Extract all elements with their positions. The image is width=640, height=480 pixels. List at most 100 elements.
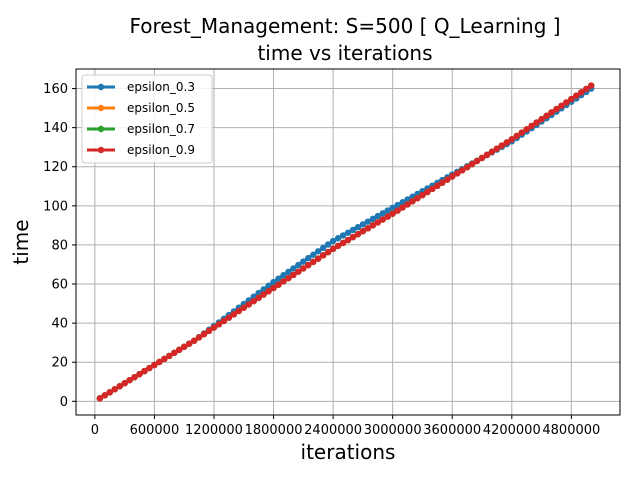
x-tick-label: 4800000	[542, 423, 600, 438]
data-point	[399, 199, 406, 206]
data-point	[161, 355, 168, 363]
series-epsilon_0.9	[96, 82, 595, 402]
data-point	[151, 361, 158, 369]
data-point	[568, 95, 575, 103]
data-point	[523, 126, 530, 133]
data-point	[106, 389, 113, 396]
data-point	[379, 210, 386, 217]
data-point	[250, 297, 257, 305]
data-point	[131, 373, 138, 381]
data-point	[166, 352, 173, 360]
data-point	[270, 284, 277, 292]
y-tick-label: 120	[43, 160, 68, 175]
chart-subtitle: time vs iterations	[257, 41, 432, 65]
legend-box	[81, 74, 213, 164]
data-point	[260, 286, 267, 293]
data-point	[344, 236, 352, 244]
data-point	[280, 278, 287, 285]
data-point	[548, 109, 555, 116]
y-tick-label: 60	[51, 278, 68, 293]
data-point	[384, 213, 391, 220]
data-point	[389, 210, 396, 217]
legend-marker	[97, 83, 105, 91]
data-point	[424, 188, 431, 196]
data-point	[543, 112, 550, 120]
data-point	[513, 132, 520, 140]
data-point	[399, 204, 406, 211]
data-point	[235, 307, 242, 315]
data-point	[394, 201, 401, 209]
y-tick-label: 0	[60, 395, 68, 410]
data-point	[354, 230, 362, 238]
data-point	[344, 229, 352, 236]
data-point	[315, 255, 322, 262]
data-point	[409, 193, 416, 200]
chart-title: Forest_Management: S=500 [ Q_Learning ]	[129, 14, 560, 38]
data-point	[468, 160, 476, 168]
data-point	[220, 317, 228, 325]
data-point	[374, 212, 381, 220]
data-point	[210, 324, 218, 331]
data-point	[245, 301, 252, 308]
data-point	[458, 167, 466, 174]
x-axis-label: iterations	[301, 440, 396, 464]
data-point	[583, 85, 590, 93]
data-point	[334, 242, 342, 250]
data-point	[493, 145, 501, 152]
y-tick-label: 100	[43, 199, 68, 214]
data-point	[374, 219, 381, 226]
data-point	[444, 176, 451, 183]
data-point	[573, 92, 580, 99]
data-point	[473, 157, 481, 165]
data-point	[483, 151, 491, 159]
data-point	[409, 198, 416, 205]
x-tick-label: 0	[91, 423, 99, 438]
data-point	[394, 207, 401, 214]
y-tick-label: 140	[43, 121, 68, 136]
data-point	[369, 215, 377, 223]
data-point	[310, 251, 317, 258]
data-point	[503, 139, 511, 146]
x-tick-label: 3600000	[423, 423, 481, 438]
data-point	[463, 164, 471, 171]
data-point	[255, 294, 262, 302]
data-point	[364, 225, 372, 232]
legend-label: epsilon_0.5	[127, 101, 195, 115]
data-point	[339, 239, 347, 247]
y-tick-label: 80	[51, 238, 68, 253]
data-point	[349, 233, 357, 241]
data-point	[111, 386, 118, 393]
series-layer	[96, 82, 595, 402]
legend-item: epsilon_0.7	[87, 122, 195, 136]
data-point	[141, 367, 148, 375]
x-tick-label: 2400000	[304, 423, 362, 438]
legend-label: epsilon_0.9	[127, 143, 195, 157]
x-tick-label: 1800000	[245, 423, 303, 438]
data-point	[230, 311, 238, 318]
data-point	[290, 271, 297, 279]
data-point	[359, 228, 367, 235]
x-tick-label: 3000000	[364, 423, 422, 438]
data-point	[324, 248, 332, 256]
data-point	[295, 261, 302, 269]
data-point	[404, 196, 411, 203]
data-point	[533, 119, 540, 126]
data-point	[404, 201, 411, 208]
data-point	[181, 343, 188, 350]
data-point	[319, 252, 327, 259]
data-point	[339, 232, 347, 239]
data-point	[275, 275, 282, 282]
data-point	[136, 370, 143, 378]
data-point	[171, 349, 178, 357]
data-point	[553, 105, 560, 113]
data-point	[508, 136, 515, 143]
data-point	[538, 116, 545, 123]
data-point	[176, 346, 183, 354]
legend-marker	[97, 146, 105, 154]
data-point	[255, 289, 262, 297]
data-point	[478, 154, 486, 162]
data-point	[205, 327, 213, 335]
legend-marker	[97, 125, 105, 133]
x-tick-label: 4200000	[483, 423, 541, 438]
data-point	[354, 223, 362, 231]
